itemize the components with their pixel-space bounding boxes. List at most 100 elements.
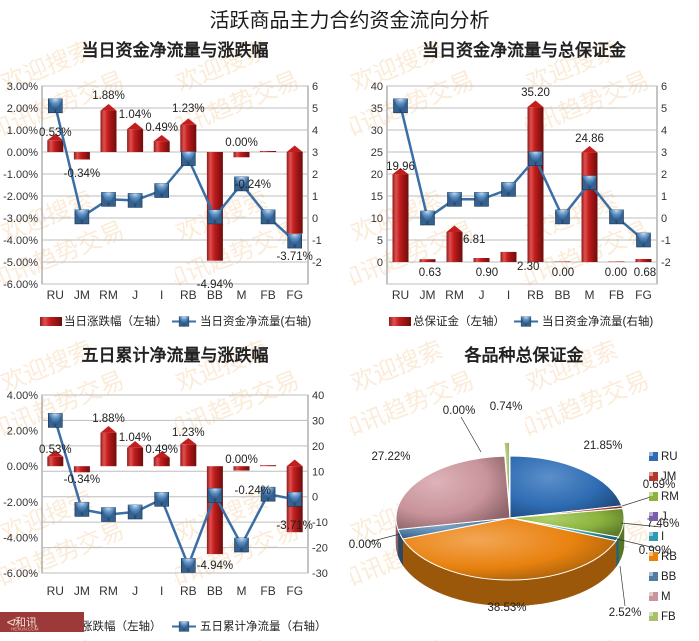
svg-text:0.00%: 0.00% bbox=[443, 405, 476, 417]
svg-text:21.85%: 21.85% bbox=[583, 440, 622, 452]
svg-text:I: I bbox=[661, 531, 664, 543]
svg-text:4: 4 bbox=[312, 125, 318, 137]
svg-text:0: 0 bbox=[661, 213, 667, 225]
svg-text:0.49%: 0.49% bbox=[145, 122, 178, 134]
svg-text:五日累计净流量（右轴）: 五日累计净流量（右轴） bbox=[200, 619, 327, 633]
svg-text:RB: RB bbox=[527, 288, 544, 302]
svg-text:20: 20 bbox=[371, 169, 383, 181]
svg-text:-1: -1 bbox=[312, 235, 322, 247]
svg-text:0.74%: 0.74% bbox=[490, 401, 523, 413]
svg-text:0.00%: 0.00% bbox=[225, 454, 258, 466]
svg-text:0: 0 bbox=[312, 213, 318, 225]
svg-text:RB: RB bbox=[180, 584, 197, 598]
svg-text:2.00%: 2.00% bbox=[7, 426, 38, 438]
svg-text:4.00%: 4.00% bbox=[7, 390, 38, 402]
svg-text:2.00%: 2.00% bbox=[7, 103, 38, 115]
svg-text:J: J bbox=[132, 584, 138, 598]
svg-text:总保证金（左轴）: 总保证金（左轴） bbox=[413, 314, 505, 328]
svg-text:-0.34%: -0.34% bbox=[64, 168, 100, 180]
svg-text:25: 25 bbox=[371, 147, 383, 159]
svg-text:BB: BB bbox=[554, 288, 570, 302]
svg-text:-30: -30 bbox=[312, 568, 328, 580]
svg-text:4: 4 bbox=[661, 125, 667, 137]
svg-text:1.23%: 1.23% bbox=[172, 427, 205, 439]
svg-text:2: 2 bbox=[661, 169, 667, 181]
svg-text:5: 5 bbox=[312, 103, 318, 115]
svg-text:RU: RU bbox=[47, 288, 64, 302]
svg-text:6.81: 6.81 bbox=[463, 234, 485, 246]
svg-text:JM: JM bbox=[74, 584, 90, 598]
svg-text:6: 6 bbox=[661, 81, 667, 93]
svg-text:0.00%: 0.00% bbox=[349, 539, 381, 551]
svg-text:I: I bbox=[507, 288, 510, 302]
svg-text:BB: BB bbox=[661, 571, 677, 583]
svg-text:2: 2 bbox=[312, 169, 318, 181]
svg-text:35.20: 35.20 bbox=[521, 87, 550, 99]
svg-text:30: 30 bbox=[312, 415, 324, 427]
svg-text:38.53%: 38.53% bbox=[487, 602, 526, 614]
svg-text:-4.94%: -4.94% bbox=[197, 560, 233, 572]
svg-text:RM: RM bbox=[445, 288, 464, 302]
svg-text:-3.71%: -3.71% bbox=[276, 251, 312, 263]
svg-text:J: J bbox=[132, 288, 138, 302]
svg-text:M: M bbox=[237, 584, 247, 598]
svg-text:-6.00%: -6.00% bbox=[3, 279, 38, 291]
svg-text:M: M bbox=[237, 288, 247, 302]
svg-text:0.49%: 0.49% bbox=[145, 444, 178, 456]
svg-text:0.63: 0.63 bbox=[419, 267, 441, 279]
svg-text:19.96: 19.96 bbox=[386, 161, 415, 173]
svg-text:FB: FB bbox=[260, 288, 275, 302]
svg-text:-2.00%: -2.00% bbox=[3, 497, 38, 509]
svg-text:1: 1 bbox=[661, 191, 667, 203]
svg-text:RB: RB bbox=[661, 551, 677, 563]
svg-text:0.53%: 0.53% bbox=[39, 127, 72, 139]
svg-text:-2.00%: -2.00% bbox=[3, 191, 38, 203]
svg-text:-5.00%: -5.00% bbox=[3, 257, 38, 269]
svg-text:-4.00%: -4.00% bbox=[3, 235, 38, 247]
svg-text:I: I bbox=[160, 288, 163, 302]
svg-text:-3.71%: -3.71% bbox=[276, 520, 312, 532]
svg-text:-10: -10 bbox=[312, 517, 328, 529]
svg-text:BB: BB bbox=[207, 584, 223, 598]
svg-text:-4.00%: -4.00% bbox=[3, 532, 38, 544]
svg-text:3: 3 bbox=[661, 147, 667, 159]
svg-text:FB: FB bbox=[609, 288, 624, 302]
svg-text:-0.24%: -0.24% bbox=[235, 485, 271, 497]
svg-text:10: 10 bbox=[312, 466, 324, 478]
svg-text:2.30: 2.30 bbox=[517, 261, 539, 273]
svg-text:-0.24%: -0.24% bbox=[235, 179, 271, 191]
svg-text:1.88%: 1.88% bbox=[92, 90, 125, 102]
svg-text:-3.00%: -3.00% bbox=[3, 213, 38, 225]
svg-text:15: 15 bbox=[371, 191, 383, 203]
svg-text:24.86: 24.86 bbox=[575, 133, 604, 145]
svg-text:1.23%: 1.23% bbox=[172, 103, 205, 115]
svg-text:0: 0 bbox=[377, 257, 383, 269]
svg-text:-2: -2 bbox=[312, 257, 322, 269]
svg-text:0.00: 0.00 bbox=[605, 267, 627, 279]
svg-text:0.00%: 0.00% bbox=[225, 137, 258, 149]
svg-text:0.53%: 0.53% bbox=[39, 444, 72, 456]
svg-text:27.22%: 27.22% bbox=[371, 451, 410, 463]
svg-text:RB: RB bbox=[180, 288, 197, 302]
svg-text:1.88%: 1.88% bbox=[92, 413, 125, 425]
svg-text:0.00: 0.00 bbox=[552, 267, 574, 279]
svg-text:FG: FG bbox=[635, 288, 652, 302]
svg-text:20: 20 bbox=[312, 441, 324, 453]
svg-text:RM: RM bbox=[99, 288, 118, 302]
svg-text:FG: FG bbox=[286, 288, 303, 302]
svg-text:FB: FB bbox=[260, 584, 275, 598]
svg-text:J: J bbox=[479, 288, 485, 302]
svg-text:40: 40 bbox=[371, 81, 383, 93]
svg-text:FB: FB bbox=[661, 611, 676, 623]
svg-text:0.00%: 0.00% bbox=[7, 147, 38, 159]
svg-text:2.52%: 2.52% bbox=[609, 607, 642, 619]
svg-text:40: 40 bbox=[312, 390, 324, 402]
svg-text:5: 5 bbox=[661, 103, 667, 115]
svg-text:HEXUN.COM: HEXUN.COM bbox=[11, 627, 39, 632]
svg-text:30: 30 bbox=[371, 125, 383, 137]
svg-text:1.04%: 1.04% bbox=[119, 109, 152, 121]
svg-text:3: 3 bbox=[312, 147, 318, 159]
svg-text:0: 0 bbox=[312, 492, 318, 504]
svg-text:1.00%: 1.00% bbox=[7, 125, 38, 137]
svg-text:RU: RU bbox=[392, 288, 409, 302]
